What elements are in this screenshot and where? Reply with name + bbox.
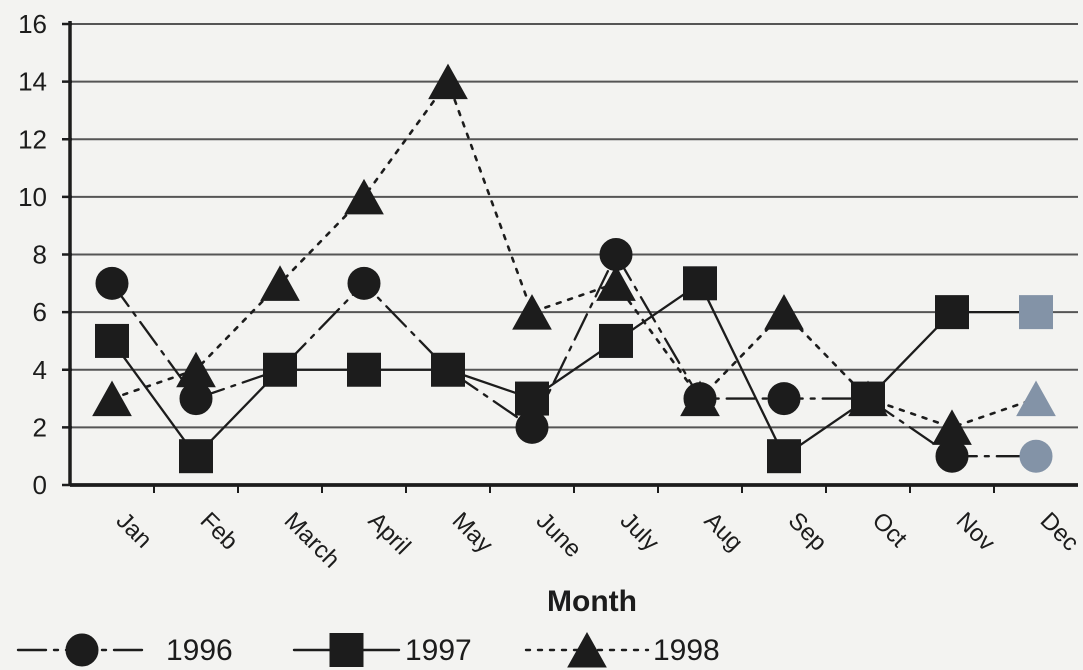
data-point-1996-feb: [179, 382, 213, 416]
data-point-1998-nov: [932, 409, 972, 445]
x-tick-label-june: June: [531, 507, 587, 563]
data-point-1996-april: [347, 266, 381, 300]
data-point-1998-jan: [92, 380, 132, 417]
series-line-1996: [110, 253, 1038, 458]
y-tick-label-0: 0: [33, 470, 47, 500]
x-tick-label-oct: Oct: [867, 507, 913, 553]
data-point-1998-aug: [680, 380, 720, 417]
data-point-1998-may: [428, 63, 468, 100]
grid-layer: [70, 22, 1078, 429]
labels-layer: 0 2 4 6 8 10 12 14 16 Jan Feb March April May June July…: [18, 9, 1083, 573]
x-tick-label-jan: Jan: [111, 507, 157, 553]
data-point-1997-sep: [767, 439, 801, 474]
data-point-1998-april: [344, 178, 384, 215]
data-point-1996-sep: [767, 382, 801, 416]
y-tick-label-6: 6: [33, 297, 47, 327]
data-point-1998-dec: [1016, 380, 1056, 417]
legend-marker-1997: [329, 633, 364, 667]
data-point-1996-dec: [1019, 439, 1053, 473]
series-markers-layer: [92, 63, 1056, 474]
data-point-1997-dec: [1019, 295, 1053, 330]
data-point-1997-nov: [935, 295, 969, 330]
legend-label-1998: 1998: [653, 634, 720, 667]
data-point-1998-sep: [764, 294, 804, 330]
x-tick-label-sep: Sep: [783, 507, 832, 556]
data-point-1998-feb: [176, 351, 216, 388]
data-point-1998-june: [512, 294, 552, 330]
data-point-1998-march: [260, 265, 300, 301]
y-tick-label-16: 16: [18, 9, 47, 39]
series-lines-layer: [110, 80, 1038, 458]
x-tick-label-dec: Dec: [1035, 507, 1083, 556]
x-tick-label-feb: Feb: [195, 507, 243, 555]
data-point-1998-july: [596, 265, 636, 301]
data-point-1997-june: [515, 381, 549, 416]
x-axis-title: Month: [547, 585, 637, 618]
data-point-1996-jan: [95, 266, 129, 300]
legend-marker-1998: [567, 631, 607, 668]
y-tick-label-4: 4: [33, 355, 47, 385]
legend: 1996 1997 1998: [16, 631, 720, 668]
legend-item-1998: 1998: [524, 631, 720, 668]
x-tick-label-april: April: [363, 507, 416, 560]
data-point-1996-june: [515, 410, 549, 444]
data-point-1997-april: [347, 352, 381, 387]
data-point-1997-aug: [683, 266, 717, 301]
y-tick-label-10: 10: [18, 182, 47, 212]
x-tick-label-nov: Nov: [951, 507, 1000, 556]
data-point-1996-nov: [935, 439, 969, 473]
data-point-1997-may: [431, 352, 465, 387]
legend-label-1997: 1997: [405, 634, 472, 667]
x-tick-label-aug: Aug: [699, 507, 748, 556]
data-point-1997-jan: [95, 323, 129, 358]
x-tick-label-july: July: [615, 507, 664, 556]
y-tick-label-12: 12: [18, 124, 47, 154]
data-point-1998-oct: [848, 380, 888, 417]
x-tick-label-may: May: [447, 507, 498, 558]
data-point-1997-july: [599, 323, 633, 358]
legend-label-1996: 1996: [166, 634, 233, 667]
axis-layer: [62, 21, 1078, 493]
data-point-1997-march: [263, 352, 297, 387]
legend-item-1996: 1996: [16, 633, 233, 667]
y-tick-label-2: 2: [33, 412, 47, 442]
legend-marker-1996: [65, 633, 99, 667]
x-tick-label-march: March: [279, 507, 345, 573]
data-point-1997-feb: [179, 439, 213, 474]
legend-item-1997: 1997: [292, 633, 472, 667]
y-tick-label-8: 8: [33, 240, 47, 270]
y-tick-label-14: 14: [18, 67, 47, 97]
